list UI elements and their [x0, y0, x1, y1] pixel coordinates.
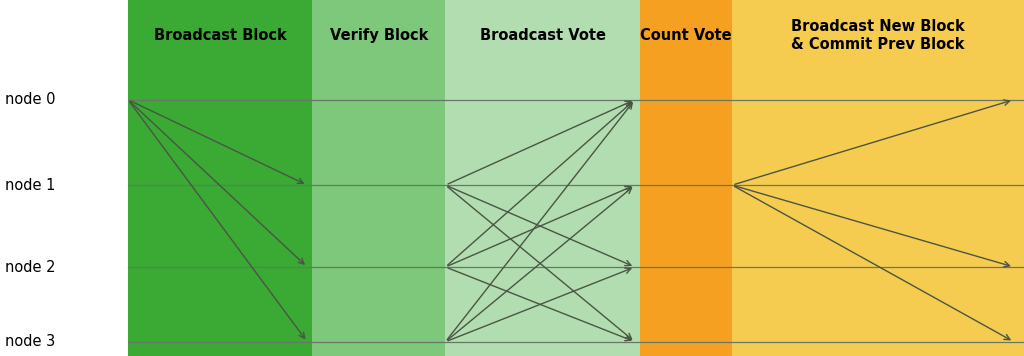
- Bar: [732, 0, 1024, 356]
- Text: Broadcast New Block
& Commit Prev Block: Broadcast New Block & Commit Prev Block: [792, 19, 965, 52]
- Bar: [128, 0, 312, 356]
- Text: node 1: node 1: [5, 178, 55, 193]
- Text: node 2: node 2: [5, 260, 55, 274]
- Text: node 0: node 0: [5, 92, 55, 107]
- Bar: [312, 0, 445, 356]
- Text: Verify Block: Verify Block: [330, 28, 428, 43]
- Text: Broadcast Vote: Broadcast Vote: [479, 28, 606, 43]
- Bar: [445, 0, 640, 356]
- Bar: [640, 0, 732, 356]
- Text: Count Vote: Count Vote: [640, 28, 732, 43]
- Text: Broadcast Block: Broadcast Block: [154, 28, 287, 43]
- Text: node 3: node 3: [5, 334, 55, 349]
